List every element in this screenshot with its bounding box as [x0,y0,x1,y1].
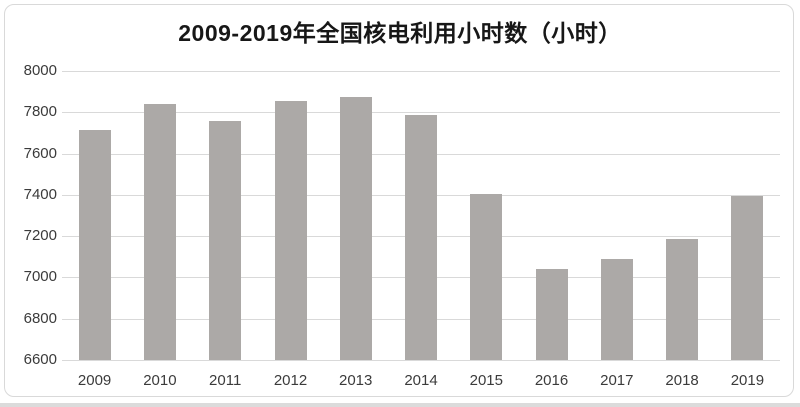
x-tick-label-2016: 2016 [534,372,569,389]
bar-2014 [405,115,437,360]
plot-area [62,71,780,361]
x-tick-label-2017: 2017 [600,372,634,389]
x-tick-label-2012: 2012 [273,372,308,389]
gridline-8000 [62,71,780,72]
x-tick-label-2014: 2014 [404,372,438,389]
bar-2009 [78,129,111,360]
x-tick-label-2018: 2018 [665,372,699,389]
y-tick-label-7400: 7400 [23,185,57,203]
bar-2010 [143,104,176,360]
y-tick-label-6600: 6600 [23,351,57,368]
bar-2012 [274,100,307,360]
x-tick-label-2013: 2013 [339,372,373,389]
bar-2018 [666,239,699,360]
bar-2013 [339,97,372,360]
y-tick-label-7800: 7800 [23,103,57,121]
bar-2015 [470,194,503,360]
gridline-7800 [62,112,780,114]
bar-2011 [209,120,242,360]
chart-title: 2009-2019年全国核电利用小时数（小时） [178,20,622,46]
x-tick-label-2010: 2010 [143,372,177,389]
x-tick-label-2019: 2019 [730,372,765,389]
bottom-edge-strip [0,403,800,407]
y-tick-label-8000: 8000 [23,62,57,79]
x-tick-label-2011: 2011 [209,372,242,389]
y-tick-label-6800: 6800 [23,309,57,327]
y-tick-label-7600: 7600 [23,144,57,162]
chart-frame-border [4,4,794,397]
x-tick-label-2015: 2015 [469,372,503,389]
y-tick-label-7000: 7000 [23,268,57,286]
y-tick-label-7200: 7200 [23,227,57,245]
gridline-6600 [62,360,780,361]
bar-2017 [600,259,633,360]
bar-2016 [535,268,568,360]
bar-2019 [731,196,764,360]
x-tick-label-2009: 2009 [77,372,112,389]
